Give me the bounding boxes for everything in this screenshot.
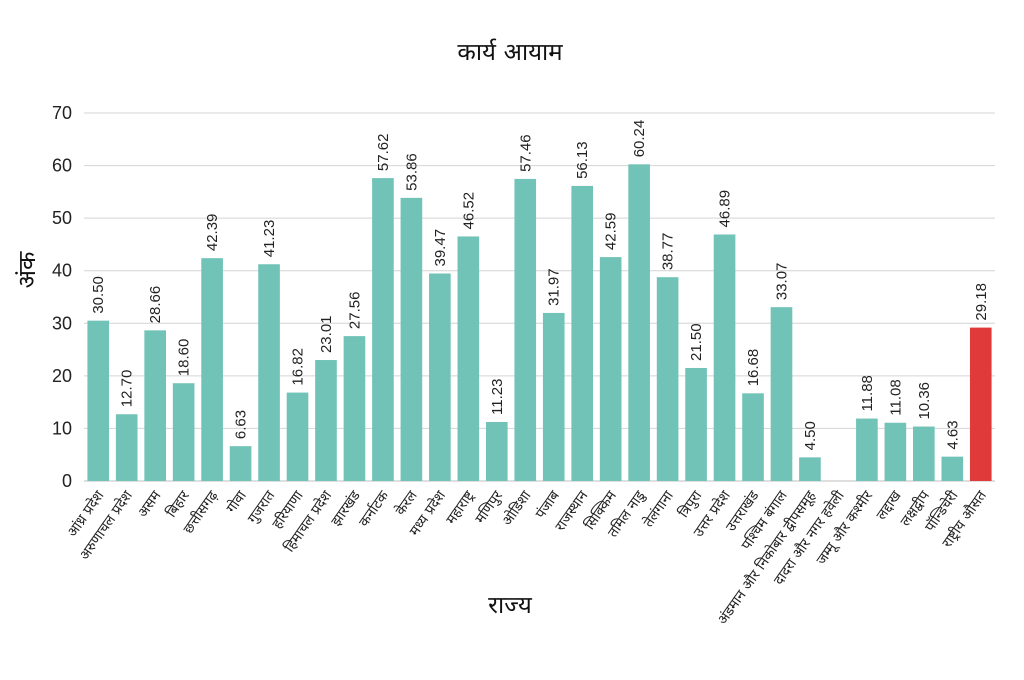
x-tick-label: महाराष्ट्र bbox=[443, 487, 478, 527]
bar bbox=[656, 277, 679, 481]
bar bbox=[542, 312, 565, 481]
data-label: 16.82 bbox=[290, 348, 307, 386]
data-label: 42.59 bbox=[603, 213, 620, 251]
data-label: 46.52 bbox=[460, 192, 477, 230]
data-label: 4.63 bbox=[944, 420, 961, 449]
bar bbox=[571, 185, 594, 481]
bar bbox=[87, 320, 110, 481]
y-tick-label: 20 bbox=[52, 366, 72, 386]
data-label: 18.60 bbox=[176, 339, 193, 377]
data-label: 46.89 bbox=[717, 190, 734, 228]
data-label: 57.46 bbox=[517, 134, 534, 172]
data-label: 53.86 bbox=[403, 153, 420, 191]
bar bbox=[172, 383, 195, 481]
x-tick-label: केरल bbox=[392, 487, 421, 518]
gridlines bbox=[84, 112, 995, 482]
y-tick-label: 50 bbox=[52, 208, 72, 228]
bars bbox=[87, 164, 992, 482]
data-label: 41.23 bbox=[261, 220, 278, 258]
data-label: 23.01 bbox=[318, 315, 335, 353]
bar bbox=[286, 392, 309, 481]
chart-title: कार्य आयाम bbox=[457, 38, 563, 66]
bar bbox=[485, 421, 508, 481]
data-label: 4.50 bbox=[802, 421, 819, 450]
bar bbox=[343, 336, 366, 481]
bar bbox=[315, 360, 337, 481]
bar bbox=[969, 327, 992, 481]
data-label: 39.47 bbox=[432, 229, 449, 267]
bar bbox=[799, 457, 821, 481]
data-label: 28.66 bbox=[147, 286, 164, 324]
data-label: 11.23 bbox=[489, 379, 506, 415]
bar bbox=[457, 236, 480, 481]
data-label: 31.97 bbox=[546, 268, 563, 306]
data-label: 42.39 bbox=[204, 214, 221, 252]
bar bbox=[884, 422, 907, 481]
data-label: 11.08 bbox=[887, 379, 904, 415]
data-label: 38.77 bbox=[660, 233, 677, 271]
bar bbox=[514, 178, 537, 482]
bar bbox=[599, 257, 622, 481]
y-tick-label: 70 bbox=[52, 103, 72, 123]
bar bbox=[941, 456, 964, 481]
data-label: 21.50 bbox=[688, 323, 705, 361]
bar bbox=[713, 234, 736, 481]
x-tick-label: ओडिशा bbox=[498, 487, 534, 529]
data-label: 11.88 bbox=[859, 375, 876, 411]
bar bbox=[258, 264, 280, 481]
y-tick-label: 10 bbox=[52, 418, 72, 438]
bar bbox=[429, 273, 451, 481]
bar bbox=[742, 393, 764, 481]
data-label: 10.36 bbox=[916, 382, 933, 420]
y-tick-label: 30 bbox=[52, 313, 72, 333]
bar bbox=[229, 446, 252, 481]
y-axis-ticks: 0 10 20 30 40 50 60 70 bbox=[52, 103, 72, 491]
bar bbox=[115, 414, 138, 481]
bar bbox=[201, 258, 223, 481]
x-tick-label: कर्नाटक bbox=[355, 487, 392, 530]
data-labels: 30.50 12.70 28.66 18.60 42.39 6.63 41.23 16.82 2… bbox=[90, 120, 990, 451]
data-label: 16.68 bbox=[745, 349, 762, 387]
data-label: 6.63 bbox=[233, 410, 250, 439]
x-tick-label: तेलंगाना bbox=[640, 487, 677, 530]
data-label: 56.13 bbox=[574, 141, 591, 179]
data-label: 29.18 bbox=[973, 283, 990, 321]
x-axis-title: राज्य bbox=[488, 591, 533, 619]
bar bbox=[913, 426, 935, 481]
bar bbox=[856, 418, 878, 481]
data-label: 57.62 bbox=[375, 134, 392, 172]
y-tick-label: 0 bbox=[62, 471, 72, 491]
data-label: 30.50 bbox=[90, 276, 107, 314]
bar bbox=[400, 197, 423, 481]
bar bbox=[628, 164, 650, 482]
y-axis-title: अंक bbox=[13, 251, 41, 288]
bar bbox=[144, 330, 166, 481]
data-label: 33.07 bbox=[773, 263, 790, 301]
data-label: 60.24 bbox=[631, 120, 648, 158]
x-tick-label: गोवा bbox=[223, 487, 250, 516]
data-label: 27.56 bbox=[346, 292, 363, 330]
bar bbox=[770, 307, 793, 481]
x-tick-label: असम bbox=[135, 488, 165, 521]
data-label: 12.70 bbox=[119, 370, 136, 408]
bar bbox=[372, 178, 394, 481]
y-tick-label: 60 bbox=[52, 156, 72, 176]
bar bbox=[685, 367, 707, 481]
y-tick-label: 40 bbox=[52, 261, 72, 281]
